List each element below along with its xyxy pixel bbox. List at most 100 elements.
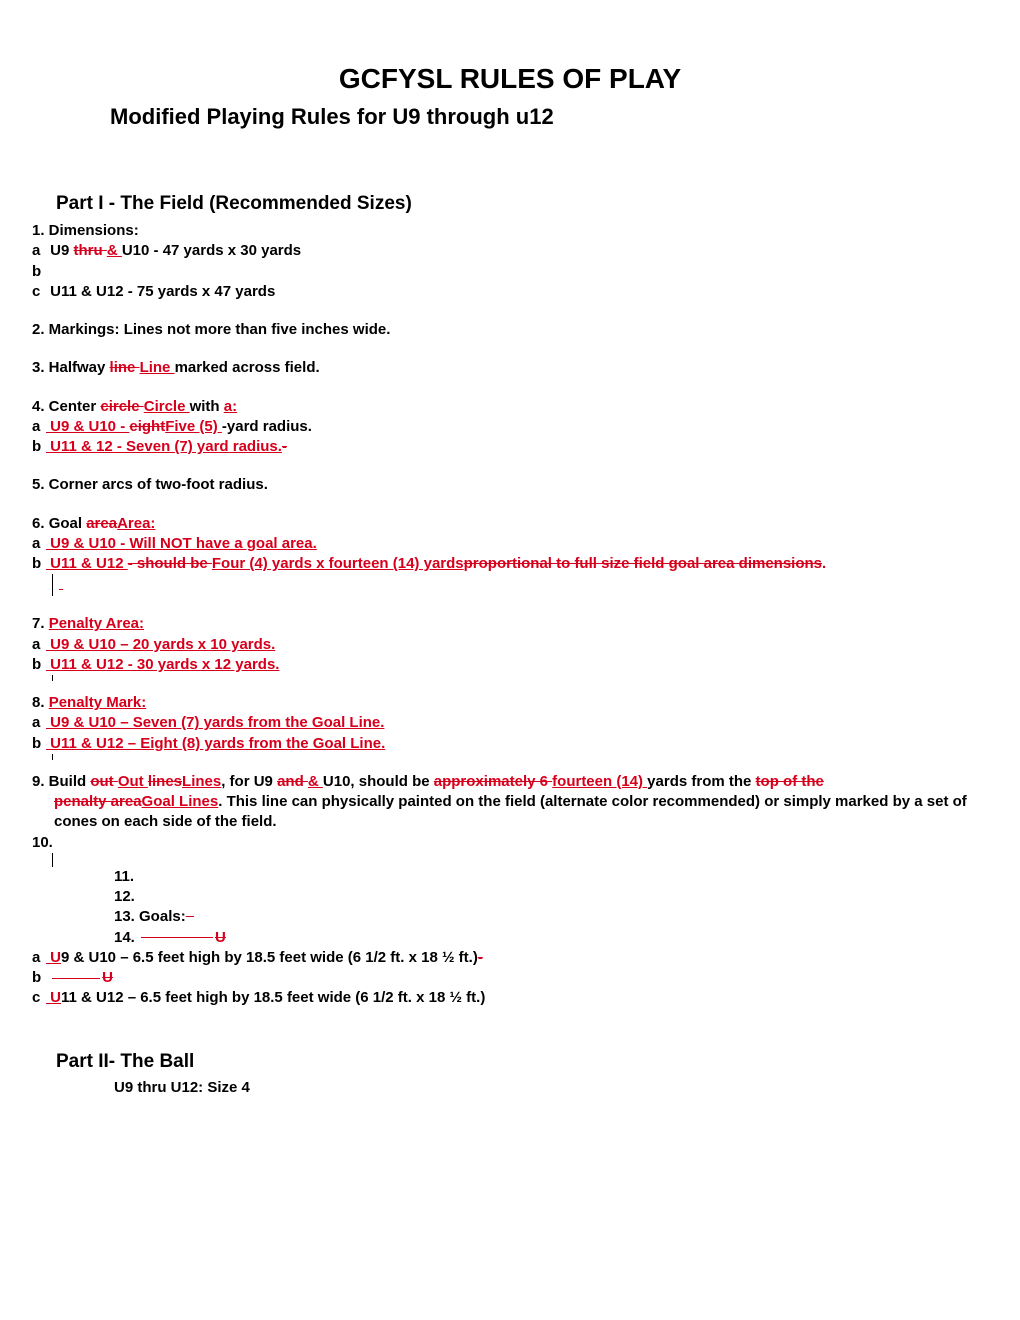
hw-tail: marked across field.: [175, 359, 320, 376]
cc-a-line: a U9 & U10 - eightFive (5) -yard radius.: [32, 417, 990, 437]
n11: 11.: [114, 867, 990, 887]
cc-lead: 4. Center: [32, 398, 100, 415]
ga-b-u11: U11 & U12: [46, 555, 128, 572]
dim-c: c U11 & U12 - 75 yards x 47 yards: [32, 282, 990, 302]
part1-heading: Part I - The Field (Recommended Sizes): [56, 191, 990, 217]
goals-a-pre: a: [32, 948, 46, 968]
cc-b-taildel: -: [282, 438, 287, 455]
dim-a-amp: &: [107, 242, 122, 259]
markings: 2. Markings: Lines not more than five in…: [32, 320, 990, 340]
goals-a-u: U: [46, 949, 61, 966]
n13-txt: 13. Goals:: [114, 908, 186, 925]
pm-lead: 8.: [32, 694, 49, 711]
goals-b-u: U: [102, 969, 113, 986]
n14: 14. U: [114, 928, 990, 948]
ga-tail-del: [59, 575, 63, 592]
dim-b: b: [32, 262, 990, 282]
n14-u: U: [215, 929, 226, 946]
ga-b-prop: proportional to full size field goal are…: [464, 555, 822, 572]
pa-a-txt: U9 & U10 – 20 yards x 10 yards.: [46, 636, 275, 653]
cc-a-five: Five (5): [165, 418, 222, 435]
pm-bar: [52, 754, 990, 760]
part2-text: U9 thru U12: Size 4: [114, 1078, 990, 1098]
build-pen: penalty area: [54, 793, 142, 810]
build-top: top of the: [756, 773, 824, 790]
n14-line: [141, 937, 213, 938]
goals-c-txt: 11 & U12 – 6.5 feet high by 18.5 feet wi…: [61, 989, 485, 1006]
build-and1: and: [277, 773, 308, 790]
ga-tail-bar: [52, 574, 990, 596]
n13: 13. Goals:: [114, 907, 990, 927]
goals-b-pre: b: [32, 968, 46, 988]
pm-b: b U11 & U12 – Eight (8) yards from the G…: [32, 734, 990, 754]
hw-strike: line: [110, 359, 140, 376]
hw-lead: 3. Halfway: [32, 359, 110, 376]
n13-del: [186, 908, 194, 925]
ga-a-txt: U9 & U10 - Will NOT have a goal area.: [46, 535, 317, 552]
pm-b-txt: U11 & U12 – Eight (8) yards from the Goa…: [46, 735, 385, 752]
pa-bar: [52, 675, 990, 681]
cc-a-tail: -yard radius.: [222, 418, 312, 435]
dim-a-tail: U10 - 47 yards x 30 yards: [122, 242, 301, 259]
cc-strike: circle: [100, 398, 143, 415]
build-ft: fourteen (14): [552, 773, 647, 790]
pm-a-txt: U9 & U10 – Seven (7) yards from the Goal…: [46, 714, 384, 731]
cc-b-txt: U11 & 12 - Seven (7) yard radius.: [46, 438, 282, 455]
center-circle: 4. Center circle Circle with a:: [32, 397, 990, 417]
build-goal: Goal Lines: [142, 793, 219, 810]
pa-b-txt: U11 & U12 - 30 yards x 12 yards.: [46, 656, 279, 673]
corner: 5. Corner arcs of two-foot radius.: [32, 475, 990, 495]
goals-b-line: [52, 978, 100, 979]
cc-a-pre: a: [32, 417, 46, 437]
goals-a: a U9 & U10 – 6.5 feet high by 18.5 feet …: [32, 948, 990, 968]
build-mid1: , for U9: [221, 773, 277, 790]
pm-a-pre: a: [32, 713, 46, 733]
build-out: 9. Build out Out linesLines, for U9 and …: [32, 772, 990, 833]
n12: 12.: [114, 887, 990, 907]
cc-ins: Circle: [144, 398, 190, 415]
goals-c-u: U: [46, 989, 61, 1006]
ga-a: a U9 & U10 - Will NOT have a goal area.: [32, 534, 990, 554]
build-lead: 9. Build: [32, 773, 90, 790]
dim-a-mid: U9: [46, 242, 74, 259]
pm-b-pre: b: [32, 734, 46, 754]
build-lines2: Lines: [182, 773, 221, 790]
goals-a-txt: 9 & U10 – 6.5 feet high by 18.5 feet wid…: [61, 949, 478, 966]
n10: 10.: [32, 833, 990, 853]
cc-mid: with: [190, 398, 224, 415]
pa-b: b U11 & U12 - 30 yards x 12 yards.: [32, 655, 990, 675]
pm-txt: Penalty Mark:: [49, 694, 147, 711]
build-out2: Out: [118, 773, 148, 790]
n10-bar: [52, 853, 990, 867]
ga-goal: Goal: [49, 515, 87, 532]
build-out1: out: [90, 773, 118, 790]
dimensions-lead: 1. Dimensions:: [32, 221, 990, 241]
doc-subtitle: Modified Playing Rules for U9 through u1…: [110, 102, 990, 132]
dim-c-txt: U11 & U12 - 75 yards x 47 yards: [46, 283, 275, 300]
dim-a-strike: thru: [74, 242, 107, 259]
part2-heading: Part II- The Ball: [56, 1049, 990, 1075]
dim-a: a U9 thru & U10 - 47 yards x 30 yards: [32, 241, 990, 261]
pm-a: a U9 & U10 – Seven (7) yards from the Go…: [32, 713, 990, 733]
build-mid3: yards from the: [647, 773, 755, 790]
ga-ins: Area:: [117, 515, 155, 532]
n14-txt: 14.: [114, 929, 139, 946]
build-lines1: lines: [148, 773, 182, 790]
build-ap6: approximately 6: [434, 773, 552, 790]
cc-b-pre: b: [32, 437, 46, 457]
goals-b: b U: [32, 968, 990, 988]
ga-b: b U11 & U12 - should be Four (4) yards x…: [32, 554, 990, 574]
marker-c: c: [32, 282, 46, 302]
pa-b-pre: b: [32, 655, 46, 675]
hw-ins: Line: [140, 359, 175, 376]
build-amp: &: [308, 773, 323, 790]
penalty-mark: 8. Penalty Mark:: [32, 693, 990, 713]
cc-b-line: b U11 & 12 - Seven (7) yard radius.-: [32, 437, 990, 457]
pa-lead: 7.: [32, 615, 49, 632]
pa-a: a U9 & U10 – 20 yards x 10 yards.: [32, 635, 990, 655]
ga-strike: area: [86, 515, 117, 532]
goal-area: 6. Goal areaArea:: [32, 514, 990, 534]
cc-a: a:: [224, 398, 237, 415]
marker-b: b: [32, 262, 46, 282]
ga-a-pre: a: [32, 534, 46, 554]
